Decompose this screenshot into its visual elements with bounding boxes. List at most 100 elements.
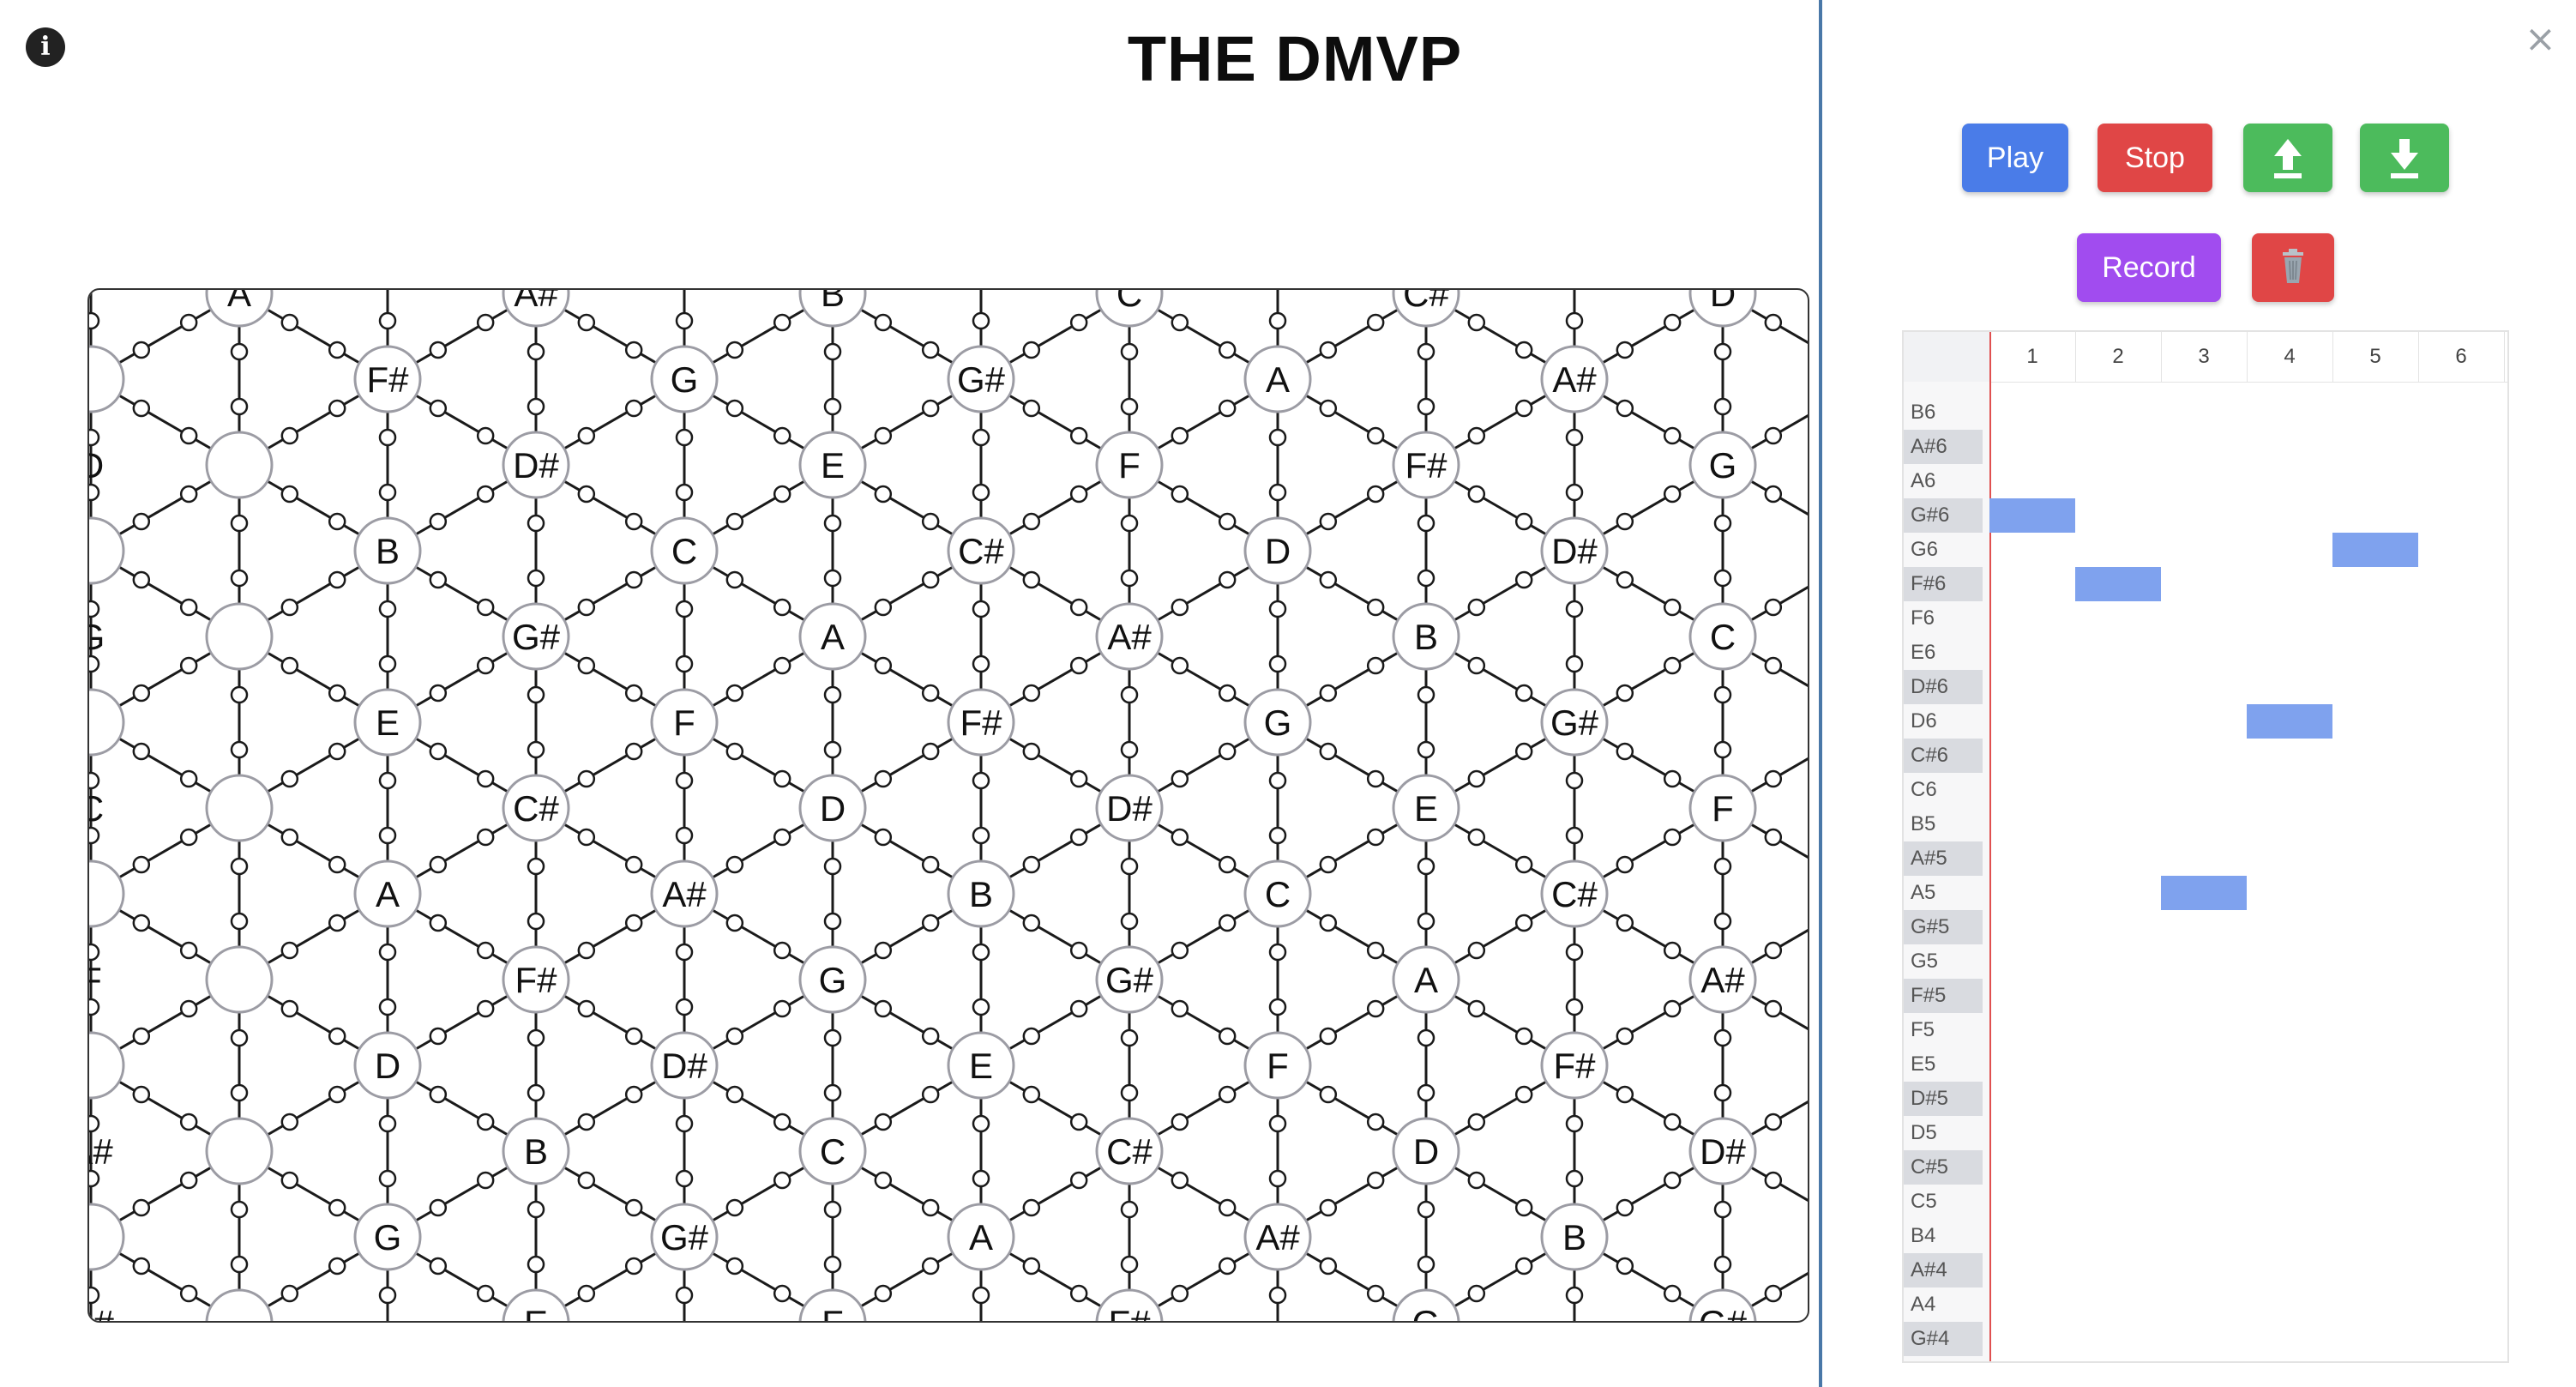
note-node[interactable] <box>798 945 867 1014</box>
connector-dot[interactable] <box>823 569 842 588</box>
connector-dot[interactable] <box>132 742 151 761</box>
stop-button[interactable]: Stop <box>2098 124 2212 192</box>
connector-dot[interactable] <box>89 943 100 962</box>
connector-dot[interactable] <box>1417 740 1435 759</box>
connector-dot[interactable] <box>577 828 596 847</box>
connector-dot[interactable] <box>921 855 940 874</box>
connector-dot[interactable] <box>89 1114 100 1133</box>
piano-key[interactable]: F#6 <box>1904 567 1983 601</box>
connector-dot[interactable] <box>624 570 643 589</box>
connector-dot[interactable] <box>972 654 990 673</box>
note-node[interactable] <box>1095 945 1164 1014</box>
connector-dot[interactable] <box>328 914 346 932</box>
connector-dot[interactable] <box>725 1257 744 1275</box>
info-icon[interactable]: i <box>26 27 65 67</box>
connector-dot[interactable] <box>378 654 397 673</box>
note-node[interactable] <box>798 1117 867 1185</box>
connector-dot[interactable] <box>1022 1085 1041 1104</box>
connector-dot[interactable] <box>89 1169 100 1188</box>
connector-dot[interactable] <box>280 485 299 504</box>
connector-dot[interactable] <box>1565 1114 1584 1133</box>
connector-dot[interactable] <box>1514 855 1533 874</box>
connector-dot[interactable] <box>1663 426 1682 445</box>
note-node[interactable] <box>798 602 867 671</box>
note-node[interactable] <box>502 1117 570 1185</box>
connector-dot[interactable] <box>230 1255 249 1274</box>
connector-dot[interactable] <box>1120 514 1139 533</box>
connector-dot[interactable] <box>1120 912 1139 931</box>
connector-dot[interactable] <box>725 512 744 531</box>
connector-dot[interactable] <box>429 855 448 874</box>
connector-dot[interactable] <box>874 1113 893 1131</box>
connector-dot[interactable] <box>1663 598 1682 617</box>
connector-dot[interactable] <box>476 1284 495 1303</box>
connector-dot[interactable] <box>1616 512 1634 531</box>
note-node[interactable] <box>502 945 570 1014</box>
connector-dot[interactable] <box>328 742 346 761</box>
connector-dot[interactable] <box>823 1083 842 1102</box>
connector-dot[interactable] <box>1022 1027 1041 1046</box>
note-node[interactable] <box>1688 945 1757 1014</box>
connector-dot[interactable] <box>675 654 694 673</box>
connector-dot[interactable] <box>1417 514 1435 533</box>
connector-dot[interactable] <box>1120 397 1139 416</box>
connector-dot[interactable] <box>921 341 940 359</box>
roll-note[interactable] <box>2247 704 2332 739</box>
connector-dot[interactable] <box>1171 1284 1189 1303</box>
connector-dot[interactable] <box>577 313 596 332</box>
connector-dot[interactable] <box>476 656 495 675</box>
connector-dot[interactable] <box>725 684 744 703</box>
connector-dot[interactable] <box>1713 740 1732 759</box>
connector-dot[interactable] <box>1417 912 1435 931</box>
connector-dot[interactable] <box>132 570 151 589</box>
connector-dot[interactable] <box>89 428 100 447</box>
connector-dot[interactable] <box>1366 1171 1385 1190</box>
connector-dot[interactable] <box>1565 1286 1584 1305</box>
connector-dot[interactable] <box>1268 483 1287 502</box>
connector-dot[interactable] <box>1120 1083 1139 1102</box>
connector-dot[interactable] <box>1663 656 1682 675</box>
connector-dot[interactable] <box>527 514 545 533</box>
connector-dot[interactable] <box>624 341 643 359</box>
connector-dot[interactable] <box>1663 485 1682 504</box>
connector-dot[interactable] <box>1764 313 1783 332</box>
connector-dot[interactable] <box>179 485 198 504</box>
connector-dot[interactable] <box>1218 855 1237 874</box>
connector-dot[interactable] <box>1069 828 1088 847</box>
connector-dot[interactable] <box>280 426 299 445</box>
roll-note[interactable] <box>2161 876 2247 910</box>
roll-column-header[interactable]: 3 <box>2161 332 2248 382</box>
connector-dot[interactable] <box>476 769 495 788</box>
note-node[interactable] <box>1540 1203 1609 1271</box>
connector-dot[interactable] <box>1616 1027 1634 1046</box>
connector-dot[interactable] <box>1069 598 1088 617</box>
connector-dot[interactable] <box>1663 999 1682 1018</box>
connector-dot[interactable] <box>577 1171 596 1190</box>
connector-dot[interactable] <box>1218 341 1237 359</box>
connector-dot[interactable] <box>280 999 299 1018</box>
piano-key[interactable]: G6 <box>1911 538 1939 561</box>
connector-dot[interactable] <box>1268 311 1287 330</box>
connector-dot[interactable] <box>921 512 940 531</box>
note-node[interactable] <box>650 688 719 757</box>
connector-dot[interactable] <box>1069 313 1088 332</box>
connector-dot[interactable] <box>1171 485 1189 504</box>
connector-dot[interactable] <box>624 1257 643 1275</box>
connector-dot[interactable] <box>1120 569 1139 588</box>
connector-dot[interactable] <box>476 313 495 332</box>
connector-dot[interactable] <box>624 1198 643 1217</box>
connector-dot[interactable] <box>230 514 249 533</box>
connector-dot[interactable] <box>1366 598 1385 617</box>
note-node[interactable] <box>1392 602 1460 671</box>
connector-dot[interactable] <box>89 826 100 845</box>
connector-dot[interactable] <box>675 1286 694 1305</box>
lattice-svg[interactable]: A A# B C C# D F# G G# A A# B D D# E F F# G B C C# D D# E G G# A A# B… <box>89 290 1808 1321</box>
connector-dot[interactable] <box>1218 742 1237 761</box>
piano-key[interactable]: A#6 <box>1904 430 1983 464</box>
connector-dot[interactable] <box>1565 483 1584 502</box>
connector-dot[interactable] <box>1417 1028 1435 1047</box>
piano-key[interactable]: C#5 <box>1904 1150 1983 1185</box>
roll-note[interactable] <box>1989 498 2075 533</box>
piano-roll[interactable]: 1 2 3 4 5 6 B6 A#6 A6 G#6 G6 F#6 F6 E6 D#6 D6 C#6 C6 B5 A#5… <box>1902 330 2509 1363</box>
note-node[interactable] <box>1540 516 1609 585</box>
